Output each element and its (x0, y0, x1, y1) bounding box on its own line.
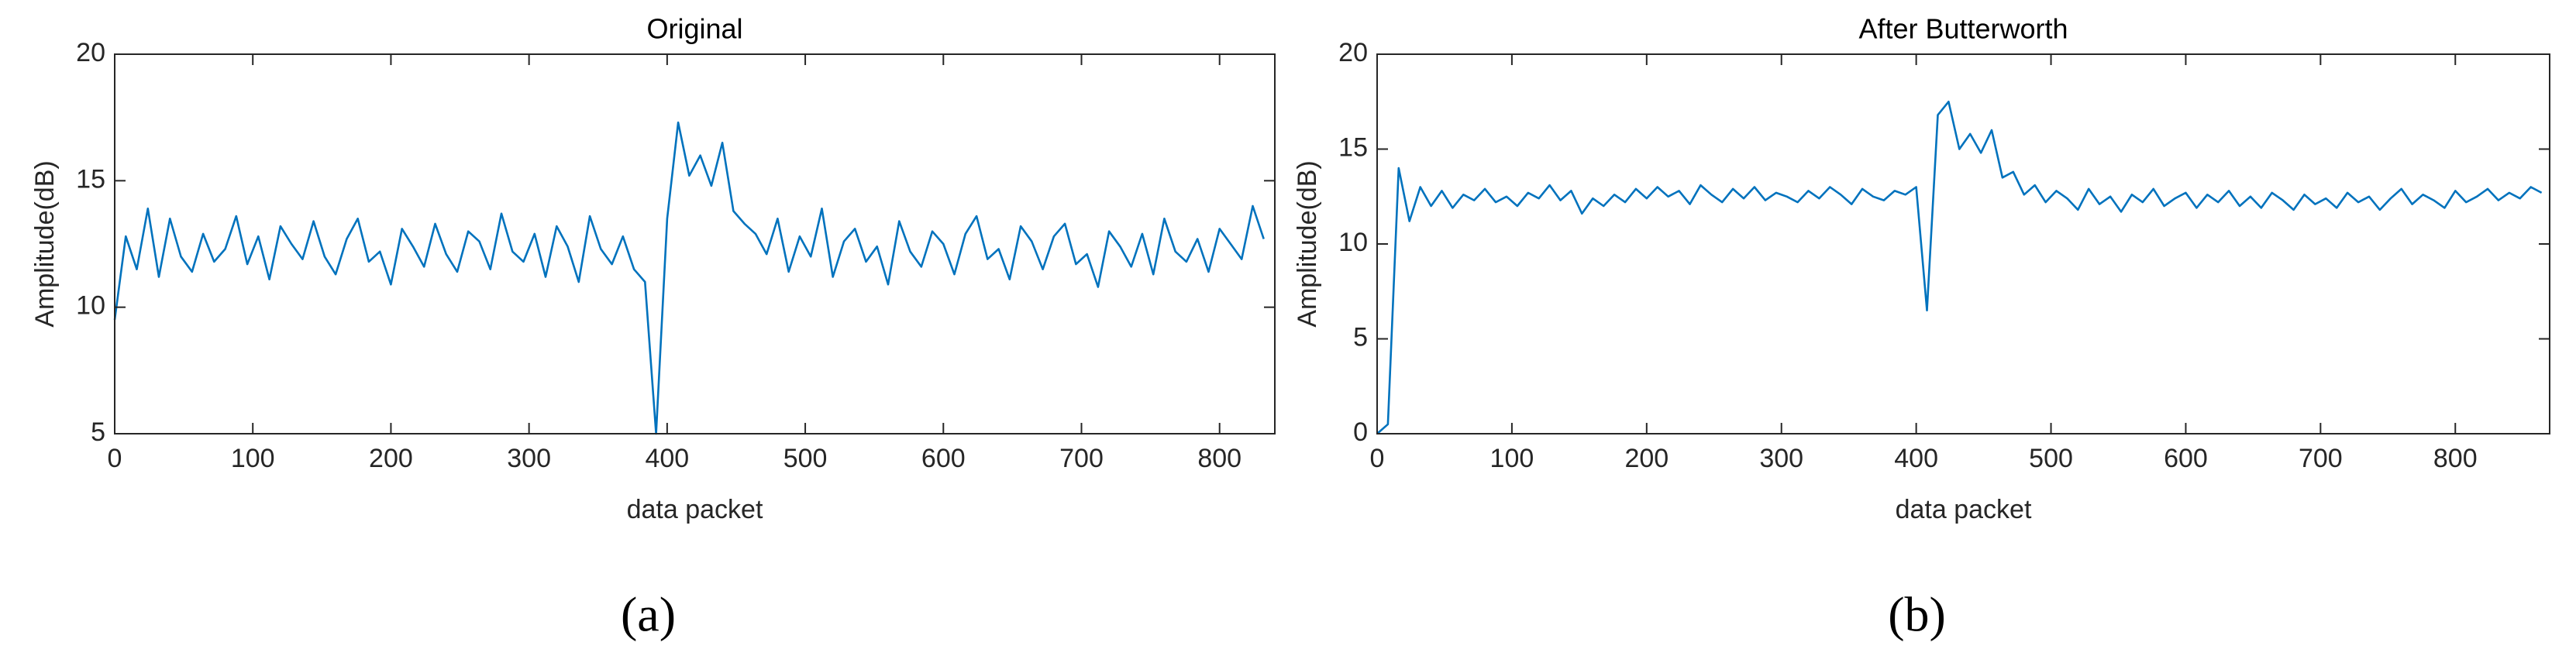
x-tick-label: 0 (1370, 444, 1385, 473)
x-axis-label: data packet (627, 495, 763, 524)
x-tick-label: 600 (2164, 444, 2208, 473)
plot-frame (114, 53, 1276, 434)
x-tick-label: 300 (507, 444, 551, 473)
y-tick-label: 10 (1338, 228, 1368, 257)
chart-title: Original (646, 13, 742, 45)
x-tick-label: 500 (2029, 444, 2073, 473)
x-tick-label: 700 (2299, 444, 2343, 473)
x-tick-label: 400 (1894, 444, 1938, 473)
y-tick-label: 10 (76, 291, 105, 321)
y-tick-label: 20 (1338, 38, 1368, 67)
y-axis-label: Amplitude(dB) (1293, 160, 1322, 327)
x-tick-label: 0 (108, 444, 122, 473)
y-tick-label: 5 (1353, 322, 1368, 352)
y-tick-label: 15 (1338, 132, 1368, 162)
data-line (113, 121, 1265, 435)
x-tick-label: 100 (231, 444, 275, 473)
y-tick-label: 0 (1353, 417, 1368, 447)
data-line (1376, 101, 2543, 434)
chart-title: After Butterworth (1858, 13, 2068, 45)
y-tick-label: 15 (76, 164, 105, 194)
panel-label: (a) (621, 587, 676, 642)
plot-frame (1376, 53, 2550, 434)
x-tick-label: 200 (369, 444, 413, 473)
x-tick-label: 100 (1490, 444, 1534, 473)
x-axis-label: data packet (1896, 495, 2032, 524)
x-tick-label: 800 (1197, 444, 1242, 473)
x-tick-label: 600 (921, 444, 966, 473)
y-tick-label: 20 (76, 38, 105, 67)
panel-label: (b) (1888, 587, 1946, 642)
x-tick-label: 400 (645, 444, 689, 473)
y-tick-label: 5 (91, 417, 105, 447)
x-tick-label: 200 (1624, 444, 1669, 473)
y-axis-label: Amplitude(dB) (30, 160, 60, 327)
x-tick-label: 300 (1759, 444, 1803, 473)
x-tick-label: 800 (2433, 444, 2478, 473)
x-tick-label: 500 (783, 444, 828, 473)
x-tick-label: 700 (1059, 444, 1104, 473)
